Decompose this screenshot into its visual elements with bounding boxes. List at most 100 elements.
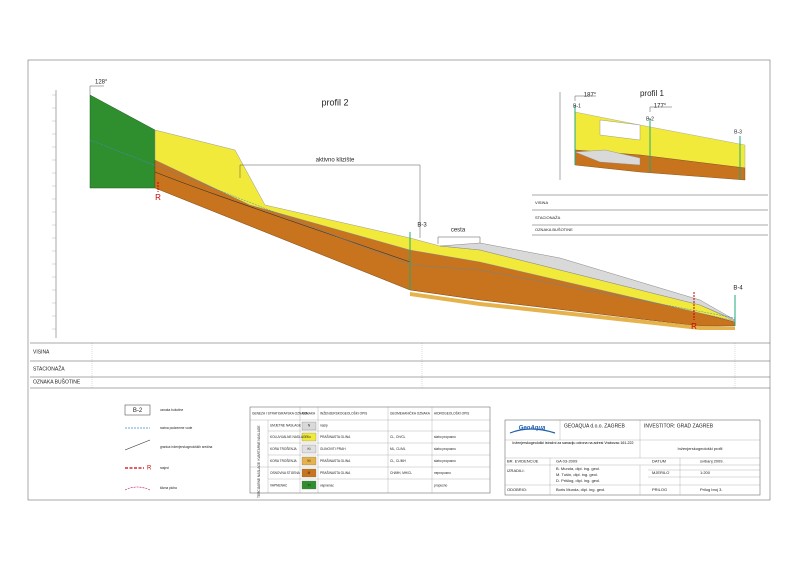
lithology-table	[249, 406, 491, 494]
profile-title: profil 2	[321, 97, 348, 107]
lithology-cell: PRAŠINASTA GLINA	[320, 434, 351, 439]
lithology-cell: Kt	[307, 459, 310, 463]
lithology-cell: GEOMEHANIČKA OZNAKA	[390, 410, 431, 415]
author: B. Munda, dipl. ing. geol.	[556, 466, 600, 471]
azimuth-arrow	[649, 106, 672, 112]
scale-label: MJERILO	[652, 470, 669, 475]
date-label: DATUM	[652, 459, 666, 464]
profile-table	[532, 194, 768, 236]
lithology-cell: KORA TROŠENJA	[270, 458, 298, 463]
fault-label: R	[691, 322, 697, 331]
lithology-cell: KOLUVIJALNE NASLAGE	[270, 435, 308, 439]
date: svibanj 2009.	[700, 459, 724, 464]
author: D. Prišlog, dipl. ing. geol.	[556, 478, 600, 483]
elevation-ticks	[52, 94, 56, 330]
borehole-label: B-3	[734, 129, 742, 135]
author: M. Tušin, dipl. ing. geol.	[556, 472, 598, 477]
lithology-cell: OZNAKA	[302, 411, 316, 415]
lithology-cell: OSNOVNA STIJENA	[270, 471, 301, 475]
lithology-cell: CL, CL/MH	[390, 459, 406, 463]
azimuth-label: 177°	[654, 104, 667, 110]
drawing-title: Inženjerskogeološki profil	[678, 446, 723, 451]
lithology-cell: KVARTARNE NASLAGE	[257, 426, 261, 461]
legend: B-2 oznaka bušotine razina podzemne vode…	[124, 404, 212, 491]
lithology-cell: KORA TROŠENJA	[270, 446, 298, 451]
lithology-cell: UMJETNE NASLAGE	[270, 423, 301, 427]
approved: Boris Munda, dipl. ing. geol.	[556, 487, 605, 492]
investor: INVESTITOR: GRAD ZAGREB	[644, 423, 714, 429]
lithology-cell: GENEZA I STRATIGRAFSKA OZNAKA	[252, 411, 309, 415]
lithology-cell: GLINOVITI PRAH	[320, 447, 346, 451]
lithology-cell: Pl	[308, 483, 311, 487]
scale: 1:200	[700, 470, 711, 475]
legend-symbol: R	[147, 466, 152, 472]
row-label: STACIONAŽA	[33, 364, 65, 372]
lithology-cell: slabo propusno	[434, 459, 456, 463]
lithology-cell: nepropusno	[434, 471, 451, 475]
lithology-cell: CH/MH, MH/CL	[390, 471, 412, 475]
lithology-cell: PRAŠINASTA GLINA	[320, 458, 351, 463]
row-label: VISINA	[535, 200, 548, 205]
annex-label: PRILOG	[652, 487, 667, 492]
project: Inženjerskogeološki istražni za sanaciju…	[512, 441, 634, 445]
row-label: OZNAKA BUŠOTINE	[33, 378, 81, 385]
profile-1: 187° 177° profil 1 B-1 B-2 B-3 VISINA ST…	[532, 89, 768, 236]
azimuth-label: 187°	[584, 93, 597, 99]
lithology-cell: PRAŠINASTA GLINA	[320, 470, 351, 475]
grey-layer	[574, 149, 641, 166]
borehole-label: B-3	[417, 223, 427, 229]
borehole-label: B-1	[573, 103, 581, 109]
legend-symbol: B-2	[133, 408, 143, 414]
sheet-frame	[27, 59, 771, 501]
lithology-cell: TERCIJARNE NASLAGE	[257, 462, 261, 498]
landslide-label: aktivno klizište	[316, 158, 355, 164]
lithology-cell: M	[308, 471, 311, 475]
project-box: Inženjerskogeološki istražni za sanaciju…	[512, 441, 634, 445]
lithology-cell: N	[308, 423, 311, 427]
lithology-cell: slabo propusno	[434, 447, 456, 451]
colluvium-layer	[154, 129, 736, 322]
legend-label: rasjed	[160, 466, 169, 470]
approved-label: ODOBRIO:	[507, 487, 527, 492]
row-label: VISINA	[33, 349, 50, 355]
road-bracket	[437, 236, 481, 244]
lithology-cell: VAPNENAC	[270, 483, 288, 487]
lithology-cell: nasip	[320, 423, 328, 427]
lower-layer	[410, 292, 735, 330]
legend-label: oznaka bušotine	[160, 408, 183, 412]
landslide-bracket	[239, 164, 421, 238]
profile-table	[30, 342, 770, 389]
row-label: OZNAKA BUŠOTINE	[535, 227, 573, 232]
legend-label: razina podzemne vode	[160, 426, 192, 430]
fill-layer	[439, 242, 736, 321]
evidence-label: BR. EVIDENCIJE	[507, 459, 539, 464]
legend-label: granica inženjerskogeoloških sredina	[160, 445, 212, 449]
fill-layer	[599, 119, 641, 141]
evidence: GA 03-2009	[556, 459, 578, 464]
lithology-cell: ML, CL/ML	[390, 447, 406, 451]
company: GEOAQUA d.o.o. ZAGREB	[564, 423, 626, 429]
lithology-cell: INŽENJERSKOGEOLOŠKI OPIS	[320, 410, 367, 415]
legend-label: klizna ploha	[160, 486, 177, 490]
azimuth-label: 128°	[95, 80, 108, 86]
profile-2: 128° profil 2 aktivno klizište cesta R B…	[30, 80, 770, 389]
lithology-cell: Ko	[307, 435, 311, 439]
borehole-label: B-2	[646, 116, 654, 122]
logo: GeoAqua	[519, 426, 546, 432]
lithology-cell: HIDROGEOLOŠKI OPIS	[434, 410, 469, 415]
fault-label: R	[155, 193, 161, 202]
lithology-cell: propusno	[434, 483, 448, 487]
annex: Prilog broj 3.	[700, 487, 722, 492]
borehole-label: B-4	[733, 286, 743, 292]
title-block	[504, 419, 761, 496]
slip-surface	[154, 171, 411, 263]
road-label: cesta	[451, 228, 466, 234]
groundwater-line	[89, 139, 736, 319]
lithology-cell: slabo propusno	[434, 435, 456, 439]
profile-title: profil 1	[640, 89, 665, 98]
authors-label: IZRADILI:	[507, 468, 525, 473]
azimuth-arrow	[574, 95, 596, 101]
lithology-cell: vapnenac	[320, 483, 334, 487]
